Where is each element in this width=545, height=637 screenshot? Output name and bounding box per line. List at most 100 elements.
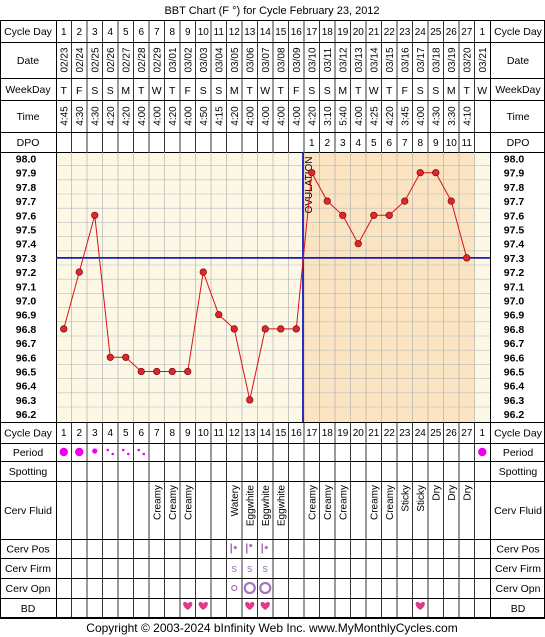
- y-tick-label-right: 97.2: [504, 267, 525, 279]
- cerv-pos-marker: [233, 545, 237, 550]
- cycle-day-cell: 7: [154, 27, 160, 38]
- temperature-point: [432, 169, 440, 177]
- cycle-day-cell: 5: [123, 27, 129, 38]
- cycle-day-cell-bottom: 11: [214, 428, 225, 439]
- date-cell: 03/14: [369, 47, 380, 72]
- cycle-day-cell-bottom: 7: [154, 428, 160, 439]
- date-cell: 02/23: [59, 47, 70, 72]
- date-cell: 03/17: [416, 47, 427, 72]
- time-cell: 4:00: [183, 106, 194, 126]
- y-tick-label-right: 97.5: [504, 225, 525, 237]
- cycle-day-cell: 22: [384, 27, 396, 38]
- weekday-cell: S: [215, 85, 222, 97]
- dpo-cell: 6: [386, 138, 392, 149]
- temperature-point: [168, 367, 176, 376]
- cerv-fluid-cell: Dry: [462, 485, 473, 501]
- cycle-day-cell: 1: [61, 27, 67, 38]
- weekday-cell: S: [324, 85, 331, 97]
- cycle-day-cell: 6: [138, 27, 144, 38]
- bd-heart-icon: [183, 601, 193, 610]
- weekday-cell: F: [293, 85, 299, 97]
- bd-heart-icon: [198, 601, 208, 610]
- cycle-day-cell: 1: [479, 27, 485, 38]
- weekday-cell: S: [200, 85, 207, 97]
- period-marker-light: [106, 448, 110, 452]
- y-tick-label-right: 97.7: [504, 196, 525, 208]
- y-tick-label-right: 96.4: [504, 381, 525, 393]
- luteal-phase-area: [303, 152, 475, 422]
- time-cell: 4:00: [245, 106, 256, 126]
- cerv-fluid-cell: Eggwhite: [261, 485, 272, 527]
- date-cell: 03/03: [199, 47, 210, 72]
- row-label-date-right: Date: [507, 55, 529, 67]
- temperature-point: [184, 367, 192, 376]
- cycle-day-cell: 17: [306, 27, 318, 38]
- time-cell: 4:15: [214, 106, 225, 126]
- time-cell: 4:20: [307, 106, 318, 126]
- temperature-point: [60, 325, 68, 333]
- time-cell: 4:30: [431, 106, 442, 126]
- cycle-day-cell-bottom: 15: [275, 428, 287, 439]
- y-tick-label: 97.0: [16, 296, 37, 308]
- cerv-firm-marker: s: [232, 563, 238, 575]
- time-cell: 4:20: [230, 106, 241, 126]
- y-tick-label: 97.5: [16, 225, 37, 237]
- cycle-day-cell-bottom: 2: [76, 428, 82, 439]
- cycle-day-cell: 3: [92, 27, 98, 38]
- time-cell: 4:00: [152, 106, 163, 126]
- cycle-day-cell-bottom: 16: [291, 428, 303, 439]
- cycle-day-cell-bottom: 13: [244, 428, 256, 439]
- cycle-day-cell: 12: [229, 27, 241, 38]
- cycle-day-cell: 21: [368, 27, 380, 38]
- date-cell: 03/18: [431, 47, 442, 72]
- bd-heart-icon: [415, 601, 425, 610]
- period-marker-light: [126, 452, 130, 456]
- weekday-cell: M: [447, 85, 456, 97]
- y-tick-label-right: 97.4: [504, 239, 525, 251]
- cerv-pos-marker: [249, 543, 253, 548]
- cycle-day-cell-bottom: 8: [169, 428, 175, 439]
- y-tick-label-right: 97.8: [504, 182, 525, 194]
- y-tick-label: 96.9: [16, 310, 37, 322]
- row-label-cerv-opn: Cerv Opn: [6, 583, 51, 595]
- date-cell: 02/26: [106, 47, 117, 72]
- time-cell: 4:00: [416, 106, 427, 126]
- temperature-point: [91, 211, 99, 219]
- row-label-period-right: Period: [503, 447, 534, 459]
- cycle-day-cell: 2: [76, 27, 82, 38]
- cycle-day-cell-bottom: 5: [123, 428, 129, 439]
- cycle-day-cell: 10: [198, 27, 210, 38]
- y-tick-label: 97.7: [16, 196, 37, 208]
- weekday-cell: W: [260, 85, 270, 97]
- cycle-day-cell: 27: [461, 27, 473, 38]
- dpo-cell: 5: [371, 138, 377, 149]
- cerv-opn-marker: [259, 581, 272, 595]
- weekday-cell: W: [152, 85, 162, 97]
- time-cell: 3:10: [323, 106, 334, 126]
- cycle-day-cell: 25: [430, 27, 442, 38]
- cerv-fluid-cell: Eggwhite: [245, 485, 256, 527]
- weekday-cell: T: [61, 85, 68, 97]
- y-tick-label: 97.9: [16, 168, 37, 180]
- row-label-date: Date: [17, 55, 39, 67]
- cerv-fluid-cell: Creamy: [183, 485, 194, 520]
- dpo-cell: 4: [355, 138, 361, 149]
- time-cell: 4:20: [106, 106, 117, 126]
- cycle-day-cell: 9: [185, 27, 191, 38]
- weekday-cell: S: [91, 85, 98, 97]
- cycle-day-cell: 4: [107, 27, 113, 38]
- weekday-cell: M: [230, 85, 239, 97]
- cycle-day-cell-bottom: 19: [337, 428, 349, 439]
- row-label-cycle-day-right: Cycle Day: [494, 428, 543, 440]
- cerv-fluid-cell: Creamy: [152, 485, 163, 520]
- y-tick-label-right: 96.7: [504, 338, 525, 350]
- period-marker-light: [142, 452, 146, 456]
- cerv-opn-marker: [231, 584, 238, 592]
- y-tick-label-right: 96.8: [504, 324, 525, 336]
- y-tick-label: 97.2: [16, 267, 37, 279]
- cycle-day-cell: 24: [415, 27, 427, 38]
- cerv-firm-marker: s: [247, 563, 253, 575]
- cycle-day-cell-bottom: 17: [306, 428, 318, 439]
- temperature-point: [153, 367, 161, 376]
- cerv-fluid-cell: Sticky: [416, 485, 427, 512]
